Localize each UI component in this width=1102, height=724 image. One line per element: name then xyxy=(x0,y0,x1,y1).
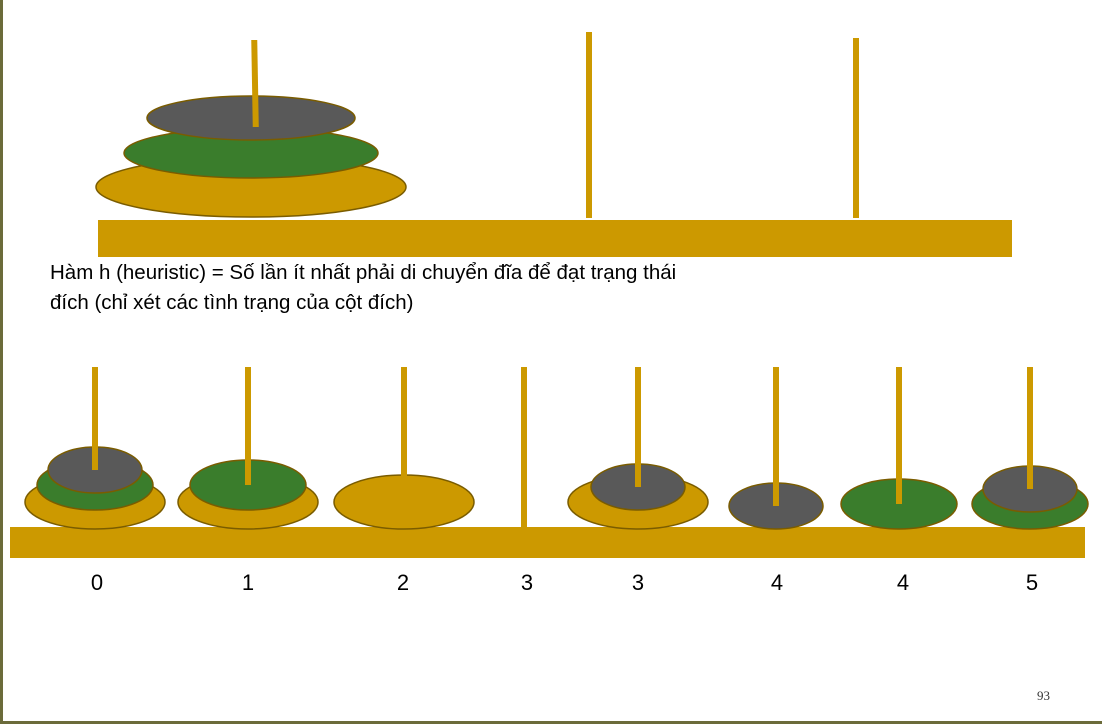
bottom-base xyxy=(10,527,1085,558)
peg xyxy=(896,367,902,504)
caption: Hàm h (heuristic) = Số lần ít nhất phải … xyxy=(50,258,950,318)
top-tower-base xyxy=(98,220,1012,257)
peg xyxy=(401,367,407,502)
top-peg-1 xyxy=(251,39,259,128)
h-value-label: 4 xyxy=(770,570,784,595)
h-value-label: 2 xyxy=(396,570,410,595)
divider-peg xyxy=(521,367,527,527)
h-value-label: 0 xyxy=(90,570,104,595)
state-0 xyxy=(24,367,166,530)
state-5 xyxy=(728,367,824,530)
page-number: 93 xyxy=(1037,688,1050,703)
h-value-label: 4 xyxy=(896,570,910,595)
top-tower xyxy=(95,32,1012,257)
top-peg-3 xyxy=(853,38,859,218)
caption-line-2: đích (chỉ xét các tình trạng của cột đíc… xyxy=(50,291,414,314)
top-peg-2 xyxy=(586,32,592,218)
peg xyxy=(635,367,641,487)
state-6 xyxy=(840,367,958,530)
h-value-label: 3 xyxy=(631,570,645,595)
caption-line-1: Hàm h (heuristic) = Số lần ít nhất phải … xyxy=(50,261,677,284)
state-4 xyxy=(567,367,709,530)
slide-border-bottom xyxy=(0,721,1102,724)
slide-border-left xyxy=(0,0,3,724)
peg xyxy=(245,367,251,485)
peg xyxy=(92,367,98,470)
h-value-label: 1 xyxy=(241,570,255,595)
top-disk-small xyxy=(146,95,356,141)
peg xyxy=(1027,367,1033,489)
peg xyxy=(773,367,779,506)
state-1 xyxy=(177,367,319,530)
states-group xyxy=(24,367,1089,530)
state-7 xyxy=(971,367,1089,530)
h-value-label: 5 xyxy=(1025,570,1039,595)
h-value-label: 3 xyxy=(520,570,534,595)
state-2 xyxy=(333,367,475,530)
